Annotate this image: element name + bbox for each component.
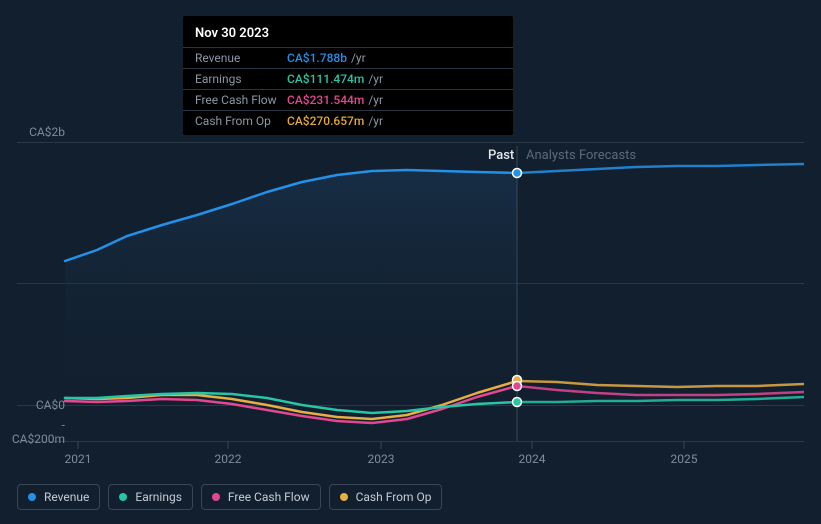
legend-item[interactable]: Revenue (17, 484, 100, 510)
legend-item[interactable]: Earnings (108, 484, 193, 510)
x-axis-tick: 2025 (671, 452, 698, 466)
legend-dot-icon (340, 493, 348, 501)
tooltip: Nov 30 2023 RevenueCA$1.788b/yrEarningsC… (183, 16, 513, 135)
tooltip-row: EarningsCA$111.474m/yr (183, 68, 513, 89)
legend-label: Cash From Op (356, 490, 432, 504)
legend: Revenue Earnings Free Cash Flow Cash From O… (17, 484, 442, 510)
tooltip-row-value: CA$231.544m (287, 93, 364, 107)
legend-item[interactable]: Cash From Op (329, 484, 443, 510)
forecast-label: Analysts Forecasts (526, 148, 636, 163)
x-axis-tick: 2021 (65, 452, 92, 466)
chart-container: CA$2bCA$0-CA$200m 20212022202320242025 P… (17, 0, 804, 524)
legend-dot-icon (28, 493, 36, 501)
y-axis-tick: -CA$200m (12, 418, 65, 446)
legend-dot-icon (212, 493, 220, 501)
tooltip-row-label: Revenue (195, 51, 287, 65)
legend-item[interactable]: Free Cash Flow (201, 484, 321, 510)
legend-label: Free Cash Flow (228, 490, 310, 504)
tooltip-row-label: Earnings (195, 72, 287, 86)
tooltip-date: Nov 30 2023 (183, 26, 513, 47)
y-axis-tick: CA$2b (29, 125, 65, 139)
x-axis-tick: 2022 (215, 452, 242, 466)
x-axis-tick: 2024 (519, 452, 546, 466)
tooltip-row-value: CA$1.788b (287, 51, 347, 65)
tooltip-row-value: CA$270.657m (287, 114, 364, 128)
tooltip-row-unit: /yr (368, 114, 383, 128)
legend-label: Earnings (135, 490, 182, 504)
tooltip-row-unit: /yr (351, 51, 366, 65)
tooltip-row: Free Cash FlowCA$231.544m/yr (183, 89, 513, 110)
x-axis-tick: 2023 (368, 452, 395, 466)
tooltip-row-value: CA$111.474m (287, 72, 364, 86)
tooltip-row-unit: /yr (368, 72, 383, 86)
tooltip-row-label: Free Cash Flow (195, 93, 287, 107)
tooltip-row: Cash From OpCA$270.657m/yr (183, 110, 513, 131)
tooltip-row: RevenueCA$1.788b/yr (183, 47, 513, 68)
past-label: Past (488, 148, 514, 163)
tooltip-row-unit: /yr (368, 93, 383, 107)
y-axis-tick: CA$0 (36, 398, 65, 412)
tooltip-row-label: Cash From Op (195, 114, 287, 128)
legend-label: Revenue (44, 490, 89, 504)
legend-dot-icon (119, 493, 127, 501)
